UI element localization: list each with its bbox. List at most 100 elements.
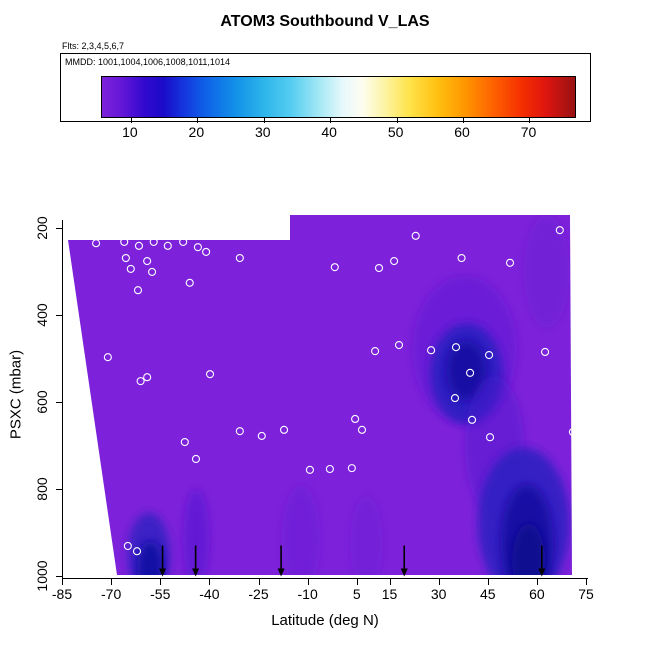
blob-mid-right-core <box>446 341 487 401</box>
data-point-marker <box>505 258 515 267</box>
data-point-marker <box>149 237 158 246</box>
data-point-marker <box>374 263 384 273</box>
data-point-marker <box>555 226 564 235</box>
colorbar-tick-mark <box>263 118 265 123</box>
x-tick-label: -25 <box>248 586 269 602</box>
colorbar-gradient <box>101 76 576 118</box>
colorbar-legend-box: MMDD: 1001,1004,1006,1008,1011,1014 <box>60 53 591 123</box>
down-arrow-head-icon <box>538 568 546 577</box>
x-tick-mark <box>258 579 260 585</box>
data-point-marker <box>185 278 194 287</box>
down-arrow-head-icon <box>277 568 285 577</box>
y-axis-label: PSXC (mbar) <box>7 349 25 440</box>
data-point-marker <box>148 267 157 276</box>
profile-arrows <box>159 545 546 577</box>
x-tick-mark <box>62 579 63 585</box>
data-point-marker <box>394 340 404 350</box>
y-tick-label: 600 <box>34 389 50 414</box>
x-tick-label: 45 <box>479 586 496 602</box>
colorbar-tick-mark <box>529 118 531 123</box>
x-tick-label: -85 <box>51 586 73 602</box>
data-point-marker <box>411 231 420 240</box>
colorbar-tick-label: 30 <box>254 124 271 140</box>
data-point-marker <box>143 373 152 382</box>
colorbar-tick-mark <box>396 118 398 123</box>
data-point-marker <box>466 368 475 377</box>
data-point-marker <box>126 264 135 273</box>
data-point-marker <box>568 427 577 437</box>
x-tick-label: 30 <box>430 586 447 602</box>
x-tick-mark <box>209 579 211 585</box>
data-point-marker <box>451 343 461 352</box>
data-point-marker <box>347 464 356 473</box>
streak-lower-mid-2 <box>350 495 383 575</box>
data-point-marker <box>235 427 244 436</box>
low-value-blobs <box>127 215 570 575</box>
x-axis-label: Latitude (deg N) <box>271 612 379 629</box>
down-arrow-head-icon <box>192 568 200 577</box>
data-point-marker <box>257 431 266 440</box>
y-tick-mark <box>56 315 62 316</box>
data-point-marker <box>103 353 112 362</box>
x-tick-label: -40 <box>199 586 220 602</box>
data-point-marker <box>123 541 132 551</box>
data-point-marker <box>121 253 130 263</box>
x-tick-mark <box>438 579 440 585</box>
data-point-marker <box>279 425 289 434</box>
x-tick-mark <box>356 579 358 585</box>
data-point-marker <box>92 239 101 248</box>
streak-lower-mid-1 <box>281 484 321 575</box>
data-point-marker <box>193 243 202 252</box>
y-tick-mark <box>56 228 62 229</box>
data-point-marker <box>235 253 244 263</box>
data-point-marker <box>450 394 460 403</box>
colorbar-tick-mark <box>463 118 465 123</box>
colorbar-tick-label: 60 <box>454 124 470 140</box>
data-point-marker <box>541 347 550 357</box>
data-point-marker <box>136 377 145 386</box>
y-tick-label: 200 <box>34 215 50 240</box>
x-tick-mark <box>307 579 309 585</box>
colorbar-tick-mark <box>130 118 132 123</box>
scatter-markers <box>92 226 577 556</box>
data-point-marker <box>191 454 200 464</box>
x-tick-label: 60 <box>529 586 545 602</box>
data-point-marker <box>467 415 477 424</box>
y-tick-label: 400 <box>34 302 50 327</box>
flights-note: Flts: 2,3,4,5,6,7 <box>62 41 125 51</box>
x-tick-mark <box>160 579 162 585</box>
data-point-marker <box>120 237 129 246</box>
data-point-marker <box>143 257 152 266</box>
data-point-marker <box>202 247 211 256</box>
down-arrow-head-icon <box>159 568 167 577</box>
x-tick-label: 15 <box>381 586 398 602</box>
y-tick-mark <box>56 402 62 403</box>
band-lower-left <box>183 489 210 575</box>
colorbar-tick-label: 50 <box>387 124 404 140</box>
colorbar-tick-mark <box>330 118 332 123</box>
data-point-marker <box>205 370 215 379</box>
data-point-marker <box>132 547 142 556</box>
x-tick-label: 5 <box>352 586 361 602</box>
down-arrow-head-icon <box>400 568 408 577</box>
x-tick-mark <box>111 579 113 585</box>
x-tick-label: -10 <box>297 586 318 602</box>
data-point-marker <box>357 425 367 434</box>
mmdd-label: MMDD: 1001,1004,1006,1008,1011,1014 <box>65 57 230 67</box>
data-point-marker <box>325 464 334 474</box>
colorbar-tick-label: 40 <box>321 124 337 140</box>
plot-title: ATOM3 Southbound V_LAS <box>220 13 430 30</box>
x-axis-line <box>62 578 588 579</box>
y-axis-line <box>62 220 63 578</box>
x-tick-mark <box>586 579 587 585</box>
colorbar-tick-mark <box>197 118 199 123</box>
data-point-marker <box>133 286 143 295</box>
patch-lower-left-core <box>137 541 164 575</box>
colorbar-tick-label: 70 <box>520 124 537 140</box>
data-point-marker <box>163 241 172 250</box>
data-point-marker <box>485 433 495 442</box>
x-tick-label: -55 <box>150 586 171 602</box>
data-point-marker <box>134 241 144 250</box>
colorbar-tick-label: 10 <box>122 124 138 140</box>
